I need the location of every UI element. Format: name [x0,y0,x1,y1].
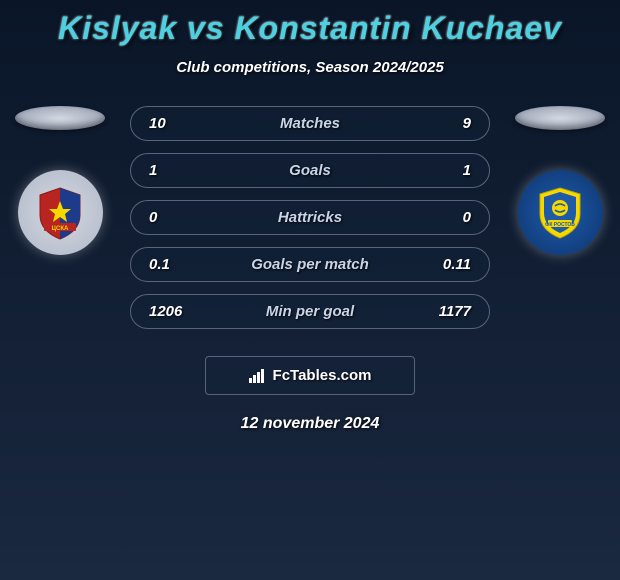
chart-icon [249,369,267,383]
player-left-column: ЦСКА [10,106,110,255]
stat-label: Goals [199,162,421,179]
player-right-column: ФК РОСТОВ [510,106,610,255]
player-silhouette-right [515,106,605,130]
attribution-box[interactable]: FcTables.com [205,356,415,395]
subtitle: Club competitions, Season 2024/2025 [0,59,620,76]
rostov-logo-icon: ФК РОСТОВ [531,184,589,242]
stat-label: Hattricks [199,209,421,226]
stat-value-right: 1177 [421,303,471,320]
stats-table: 10 Matches 9 1 Goals 1 0 Hattricks 0 0.1… [130,106,490,341]
stat-value-left: 10 [149,115,199,132]
stat-row: 0 Hattricks 0 [130,200,490,235]
stat-value-left: 1206 [149,303,199,320]
stat-row: 1 Goals 1 [130,153,490,188]
player-silhouette-left [15,106,105,130]
stat-value-left: 0.1 [149,256,199,273]
stat-label: Min per goal [199,303,421,320]
stat-value-left: 1 [149,162,199,179]
svg-text:ФК РОСТОВ: ФК РОСТОВ [545,222,575,228]
team-badge-right: ФК РОСТОВ [518,170,603,255]
stat-row: 10 Matches 9 [130,106,490,141]
date-label: 12 november 2024 [0,415,620,433]
attribution-text: FcTables.com [273,367,372,384]
cska-logo-icon: ЦСКА [30,183,90,243]
stat-label: Matches [199,115,421,132]
page-title: Kislyak vs Konstantin Kuchaev [0,10,620,47]
stat-value-right: 0 [421,209,471,226]
comparison-card: Kislyak vs Konstantin Kuchaev Club compe… [0,0,620,433]
svg-text:ЦСКА: ЦСКА [52,226,69,232]
stat-row: 0.1 Goals per match 0.11 [130,247,490,282]
stat-label: Goals per match [199,256,421,273]
stat-value-left: 0 [149,209,199,226]
comparison-section: ЦСКА 10 Matches 9 1 Goals 1 0 Hattricks … [0,106,620,341]
stat-row: 1206 Min per goal 1177 [130,294,490,329]
stat-value-right: 9 [421,115,471,132]
stat-value-right: 1 [421,162,471,179]
team-badge-left: ЦСКА [18,170,103,255]
stat-value-right: 0.11 [421,256,471,273]
